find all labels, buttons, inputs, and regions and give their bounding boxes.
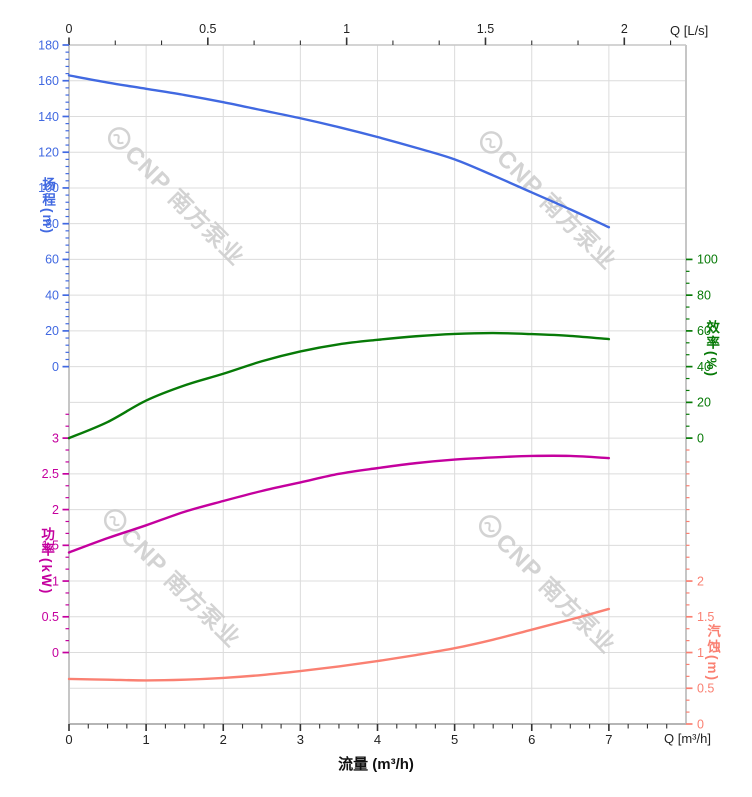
efficiency-axis-tick-label: 0 <box>697 431 704 445</box>
cnp-logo-wave <box>109 515 120 527</box>
bottom-axis-tick-label: 3 <box>297 732 304 747</box>
bottom-axis-tick-label: 2 <box>220 732 227 747</box>
power-axis-title: 功率(kW) <box>39 527 55 596</box>
watermark-text: CNP南方泵业 <box>115 522 246 653</box>
cnp-logo-mark <box>103 509 127 532</box>
top-axis-tick-label: 0.5 <box>199 22 216 36</box>
efficiency-axis-tick-label: 20 <box>697 396 711 410</box>
npsh-axis-tick-label: 2 <box>697 574 704 588</box>
cnp-logo-wave <box>485 137 496 149</box>
bottom-axis-tick-label: 1 <box>143 732 150 747</box>
cnp-logo-wave <box>484 521 495 533</box>
power-curve <box>67 454 611 554</box>
head-axis-tick-label: 140 <box>38 110 59 124</box>
power-axis-tick-label: 3 <box>52 431 59 445</box>
head-axis-tick-label: 0 <box>52 360 59 374</box>
bottom-axis-unit-label: Q [m³/h] <box>664 731 711 746</box>
head-axis-tick-label: 60 <box>45 253 59 267</box>
top-axis-tick-label: 1 <box>343 22 350 36</box>
cnp-watermark: CNP南方泵业 <box>478 515 621 659</box>
power-axis-tick-label: 2 <box>52 503 59 517</box>
npsh-axis-tick-label: 1.5 <box>697 610 714 624</box>
npsh-axis-tick-label: 1 <box>697 646 704 660</box>
efficiency-axis-tick-label: 60 <box>697 324 711 338</box>
watermark-text: CNP南方泵业 <box>491 144 622 275</box>
bottom-axis-tick-label: 0 <box>65 732 72 747</box>
cnp-logo-mark <box>107 127 131 150</box>
efficiency-axis-tick-label: 100 <box>697 253 718 267</box>
npsh-axis-tick-label: 0.5 <box>697 682 714 696</box>
bottom-axis-tick-label: 7 <box>605 732 612 747</box>
head-axis-title: 扬程(m) <box>40 177 56 235</box>
npsh-axis-title: 汽蚀(m) <box>705 624 721 682</box>
top-axis-unit-label: Q [L/s] <box>670 23 709 38</box>
power-axis-tick-label: 2.5 <box>42 467 59 481</box>
head-axis-tick-label: 80 <box>45 217 59 231</box>
efficiency-axis-title: 效率(%) <box>704 320 720 378</box>
power-axis-tick-label: 1 <box>52 574 59 588</box>
npsh-axis-tick-label: 0 <box>697 717 704 731</box>
head-curve <box>67 74 611 229</box>
power-axis-tick-label: 1.5 <box>42 539 59 553</box>
npsh-curve <box>67 607 611 682</box>
bottom-axis-tick-label: 5 <box>451 732 458 747</box>
cnp-logo-wave <box>113 133 124 145</box>
cnp-logo-mark <box>479 131 503 154</box>
power-axis-tick-label: 0 <box>52 646 59 660</box>
head-axis-tick-label: 100 <box>38 181 59 195</box>
efficiency-axis-tick-label: 40 <box>697 360 711 374</box>
head-axis-tick-label: 20 <box>45 324 59 338</box>
bottom-axis-tick-label: 6 <box>528 732 535 747</box>
top-axis-tick-label: 0 <box>66 22 73 36</box>
efficiency-axis-tick-label: 80 <box>697 288 711 302</box>
cnp-watermark: CNP南方泵业 <box>107 127 250 271</box>
watermark-text: CNP南方泵业 <box>490 528 621 659</box>
top-axis-tick-label: 1.5 <box>477 22 494 36</box>
cnp-watermark: CNP南方泵业 <box>479 131 622 275</box>
head-axis-tick-label: 180 <box>38 38 59 52</box>
head-axis-tick-label: 40 <box>45 288 59 302</box>
flow-axis-label: 流量 (m³/h) <box>338 756 414 773</box>
efficiency-curve <box>67 331 611 440</box>
power-axis-tick-label: 0.5 <box>42 610 59 624</box>
top-axis-tick-label: 2 <box>621 22 628 36</box>
cnp-logo-mark <box>478 515 502 538</box>
bottom-axis-tick-label: 4 <box>374 732 381 747</box>
watermark-text: CNP南方泵业 <box>119 140 250 271</box>
head-axis-tick-label: 160 <box>38 74 59 88</box>
head-axis-tick-label: 120 <box>38 146 59 160</box>
